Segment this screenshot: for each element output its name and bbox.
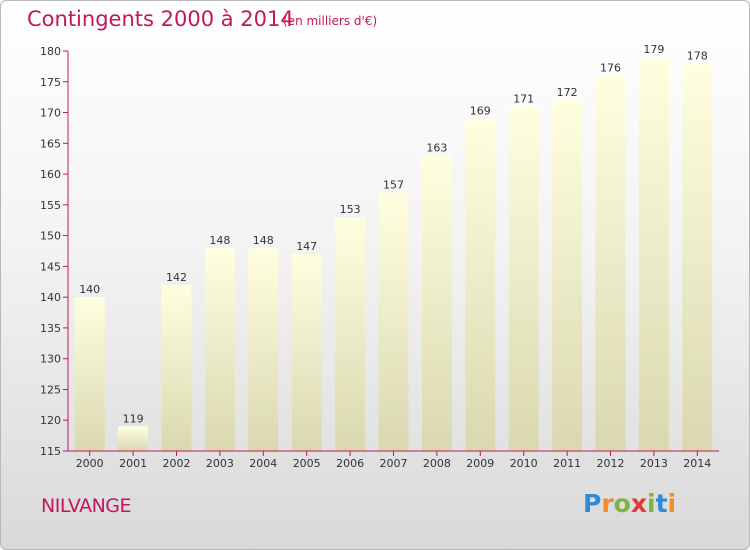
chart-subtitle: (en milliers d'€) [283,14,378,28]
bar-2012 [595,75,626,451]
x-tick-label-2011: 2011 [553,457,581,470]
y-tick-label-140: 140 [40,291,61,304]
x-tick-label-2014: 2014 [683,457,711,470]
data-labels: 140 119 142 148 148 147 153 157 163 169 171 172 176 1… [79,43,708,425]
x-tick-label-2001: 2001 [119,457,147,470]
data-label-2004: 148 [253,234,274,247]
bars-group [74,57,713,452]
bar-2003 [204,247,235,451]
y-tick-label-170: 170 [40,107,61,120]
x-tick-label-2010: 2010 [510,457,538,470]
y-tick-label-160: 160 [40,168,61,181]
x-tick-label-2004: 2004 [249,457,277,470]
y-tick-label-145: 145 [40,260,61,273]
y-tick-label-120: 120 [40,414,61,427]
x-tick-label-2007: 2007 [380,457,408,470]
y-tick-label-125: 125 [40,384,61,397]
bar-2000 [74,297,105,451]
x-tick-label-2008: 2008 [423,457,451,470]
y-tick-label-165: 165 [40,137,61,150]
data-label-2003: 148 [209,234,230,247]
bar-2011 [552,100,583,451]
logo-letter: o [613,489,631,518]
logo-letter: t [655,489,668,518]
logo-letter: P [583,489,602,518]
logo-letter: r [601,489,614,518]
x-tick-label-2009: 2009 [466,457,494,470]
x-tick-label-2005: 2005 [293,457,321,470]
bar-2002 [161,284,192,451]
y-tick-label-155: 155 [40,199,61,212]
commune-name: NILVANGE [41,495,132,517]
data-label-2012: 176 [600,62,621,75]
bar-2009 [465,118,496,451]
logo-letter: x [630,489,647,518]
y-tick-label-135: 135 [40,322,61,335]
x-axis: 2000 2001 2002 2003 2004 2005 2006 2007 2008 2009… [63,450,719,470]
x-tick-label-2003: 2003 [206,457,234,470]
data-label-2009: 169 [470,105,491,118]
data-label-2006: 153 [340,203,361,216]
bar-2007 [378,192,409,451]
x-tick-label-2002: 2002 [163,457,191,470]
bar-2014 [682,63,713,452]
data-label-2002: 142 [166,271,187,284]
y-tick-label-130: 130 [40,353,61,366]
x-tick-label-2013: 2013 [640,457,668,470]
data-label-2013: 179 [643,43,664,56]
proxiti-logo: Proxiti [583,489,676,518]
data-label-2010: 171 [513,92,534,105]
bar-2004 [248,247,279,451]
data-label-2014: 178 [687,49,708,62]
data-label-2001: 119 [123,412,144,425]
y-tick-label-115: 115 [40,445,61,458]
y-axis: 115 120 125 130 135 140 145 150 155 160 165 170 175 1… [40,45,69,458]
data-label-2005: 147 [296,240,317,253]
y-tick-label-175: 175 [40,76,61,89]
data-label-2000: 140 [79,283,100,296]
data-label-2011: 172 [557,86,578,99]
bar-2001 [118,426,149,451]
bar-2005 [291,254,322,451]
bar-2008 [421,155,452,451]
bar-2010 [508,106,539,452]
y-tick-label-150: 150 [40,230,61,243]
logo-letter: i [647,489,656,518]
x-tick-label-2006: 2006 [336,457,364,470]
data-label-2007: 157 [383,179,404,192]
data-label-2008: 163 [426,142,447,155]
logo-letter: i [667,489,677,518]
y-tick-label-180: 180 [40,45,61,58]
x-tick-label-2000: 2000 [76,457,104,470]
chart-title: Contingents 2000 à 2014 [27,7,294,31]
bar-2006 [335,217,366,451]
bar-2013 [638,57,669,451]
x-tick-label-2012: 2012 [597,457,625,470]
